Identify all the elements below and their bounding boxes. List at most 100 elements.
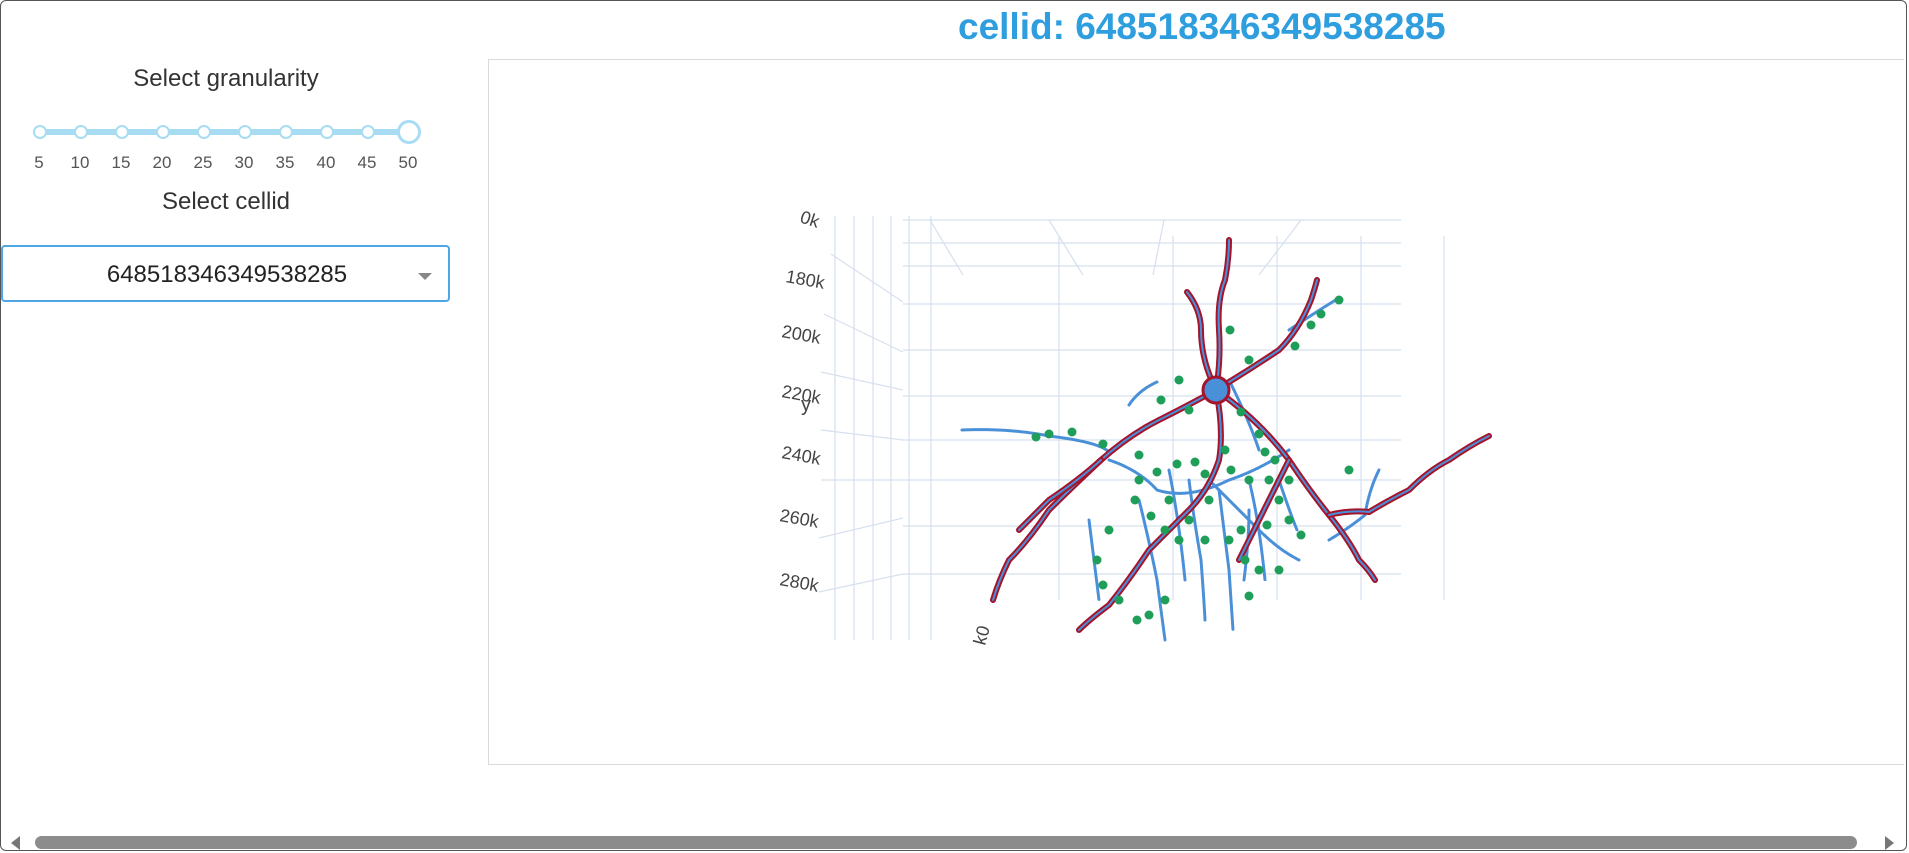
granularity-label: Select granularity [133, 65, 319, 92]
grid-line [1152, 219, 1165, 276]
synapse-point [1156, 395, 1166, 405]
y-tick-label: 280k [778, 569, 821, 596]
axon-trace [1277, 478, 1299, 532]
synapse-point [1174, 375, 1184, 385]
dendrite-branch [1213, 277, 1320, 393]
horizontal-scrollbar[interactable] [1, 833, 1906, 850]
synapse-point [1296, 530, 1306, 540]
cellid-dropdown[interactable]: 648518346349538285 [1, 245, 450, 302]
dendrite-core [1238, 459, 1290, 561]
scroll-right-arrow-icon[interactable] [1885, 836, 1894, 850]
synapse-point [1152, 467, 1162, 477]
grid-line [818, 573, 904, 593]
axon-trace [1107, 448, 1291, 495]
y-axis-title: y [801, 394, 811, 416]
axon-trace [1207, 478, 1301, 562]
dendrite-branch [1213, 387, 1378, 583]
cell-soma [1201, 375, 1231, 405]
synapse-point [1244, 475, 1254, 485]
grid-line [1048, 219, 1084, 276]
synapse-point [1264, 475, 1274, 485]
grid-line [823, 313, 904, 353]
grid-line [820, 371, 904, 391]
slider-mark-label[interactable]: 30 [234, 153, 254, 172]
slider-mark-label[interactable]: 20 [152, 153, 172, 172]
synapse-point [1240, 555, 1250, 565]
slider-mark-dot[interactable] [320, 125, 334, 139]
slider-mark-dot[interactable] [156, 125, 170, 139]
synapse-point [1204, 495, 1214, 505]
y-tick-label: 260k [778, 505, 821, 532]
y-tick-label: 180k [784, 266, 827, 293]
synapse-point [1220, 445, 1230, 455]
slider-handle[interactable] [397, 120, 421, 144]
synapse-markers [1031, 295, 1354, 625]
dendrite-core [1186, 291, 1217, 391]
grid-line [820, 429, 904, 441]
slider-mark-label[interactable]: 40 [316, 153, 336, 172]
slider-mark-dot[interactable] [115, 125, 129, 139]
neuron-traces [960, 237, 1492, 642]
grid-line [929, 219, 964, 276]
granularity-slider[interactable]: 5 10 15 20 25 30 35 40 45 50 [29, 119, 429, 179]
slider-mark-dot[interactable] [197, 125, 211, 139]
synapse-point [1200, 535, 1210, 545]
synapse-point [1184, 405, 1194, 415]
graph-panel: 0k 180k 200k 220k 240k 260k 280k y k0 [488, 59, 1904, 765]
synapse-point [1132, 615, 1142, 625]
synapse-point [1224, 535, 1234, 545]
synapse-point [1044, 429, 1054, 439]
dendrite-core [1215, 389, 1376, 581]
axon-trace [1187, 478, 1207, 622]
scroll-left-arrow-icon[interactable] [11, 836, 20, 850]
slider-mark-dot[interactable] [238, 125, 252, 139]
synapse-point [1134, 450, 1144, 460]
synapse-point [1254, 429, 1264, 439]
dendrite-core [1215, 279, 1318, 391]
slider-mark-label[interactable]: 45 [357, 153, 377, 172]
slider-mark-label[interactable]: 35 [275, 153, 295, 172]
axon-trace [1127, 380, 1159, 407]
slider-mark-dot[interactable] [33, 125, 47, 139]
synapse-point [1344, 465, 1354, 475]
synapse-point [1160, 525, 1170, 535]
synapse-point [1067, 427, 1077, 437]
synapse-point [1262, 520, 1272, 530]
synapse-point [1226, 465, 1236, 475]
synapse-point [1144, 610, 1154, 620]
chevron-down-icon[interactable] [418, 273, 432, 280]
synapse-point [1274, 565, 1284, 575]
synapse-point [1174, 535, 1184, 545]
axon-trace [1217, 488, 1235, 632]
synapse-point [1104, 525, 1114, 535]
slider-mark-label[interactable]: 25 [193, 153, 213, 172]
slider-mark-label[interactable]: 50 [398, 153, 418, 172]
y-tick-label: 200k [780, 321, 823, 348]
synapse-point [1236, 525, 1246, 535]
plot-grid [818, 216, 1445, 640]
dendrite-core [1018, 459, 1102, 531]
scrollbar-thumb[interactable] [35, 836, 1857, 849]
synapse-point [1031, 432, 1041, 442]
synapse-point [1164, 495, 1174, 505]
slider-mark-dot[interactable] [279, 125, 293, 139]
slider-mark-dot[interactable] [361, 125, 375, 139]
synapse-point [1270, 455, 1280, 465]
synapse-point [1190, 457, 1200, 467]
dendrite-core [1215, 239, 1230, 391]
synapse-point [1130, 495, 1140, 505]
synapse-point [1254, 565, 1264, 575]
slider-mark-label[interactable]: 5 [34, 153, 44, 172]
synapse-point [1306, 320, 1316, 330]
slider-mark-label[interactable]: 15 [111, 153, 131, 172]
slider-mark-dot[interactable] [74, 125, 88, 139]
synapse-point [1225, 325, 1235, 335]
slider-mark-label[interactable]: 10 [70, 153, 90, 172]
synapse-point [1098, 439, 1108, 449]
synapse-point [1290, 341, 1300, 351]
page-title: cellid: 648518346349538285 [958, 6, 1446, 47]
synapse-point [1098, 580, 1108, 590]
slider-track[interactable] [39, 129, 409, 135]
